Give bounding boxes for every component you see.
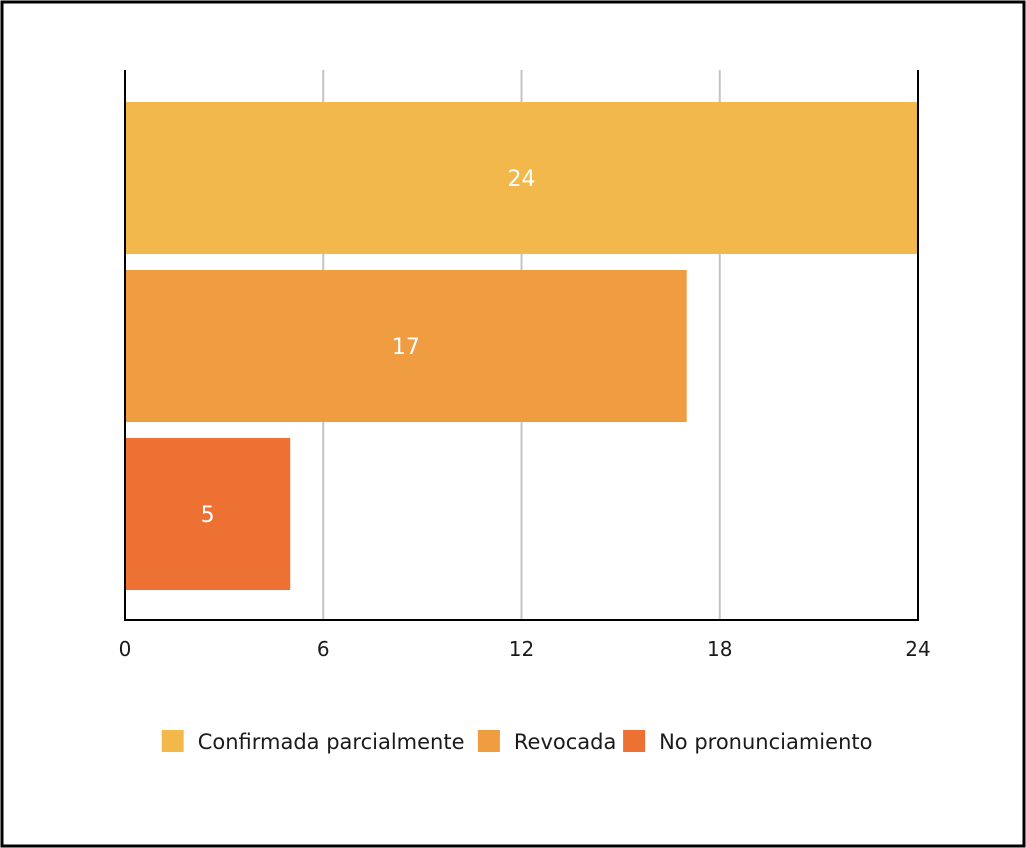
legend-label-1: Revocada	[514, 730, 616, 754]
x-tick-label-6: 6	[317, 637, 330, 661]
bar-value-label-2: 5	[201, 503, 215, 528]
legend-label-0: Confirmada parcialmente	[198, 730, 465, 754]
legend-swatch-0	[161, 730, 184, 752]
bar-2	[125, 438, 291, 590]
bar-1	[125, 270, 687, 422]
bar-value-label-0: 24	[508, 167, 536, 192]
legend-swatch-2	[623, 730, 646, 752]
axes	[124, 70, 919, 621]
legend-swatch-1	[477, 730, 500, 752]
bar-0	[125, 102, 918, 254]
x-tick-labels: 0 6 12 18 24	[119, 637, 931, 661]
legend-item-0: Confirmada parcialmente	[161, 730, 465, 754]
legend-item-1: Revocada	[477, 730, 616, 754]
bars: 24 17 5	[125, 102, 918, 590]
legend-item-2: No pronunciamiento	[623, 730, 872, 754]
bar-value-label-1: 17	[392, 335, 420, 360]
x-tick-label-0: 0	[119, 637, 132, 661]
legend-label-2: No pronunciamiento	[659, 730, 872, 754]
legend: Confirmada parcialmente Revocada No pronun…	[161, 730, 872, 754]
x-tick-label-18: 18	[707, 637, 732, 661]
x-tick-label-12: 12	[509, 637, 534, 661]
x-tick-label-24: 24	[905, 637, 930, 661]
